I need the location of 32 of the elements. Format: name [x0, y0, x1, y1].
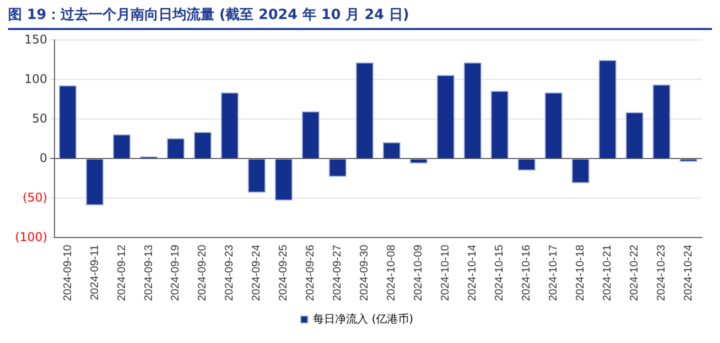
x-tick-label: 2024-10-16 [520, 244, 533, 302]
x-tick-label: 2024-10-14 [466, 244, 479, 302]
x-tick-label: 2024-09-12 [116, 244, 128, 302]
chart-title: 图 19：过去一个月南向日均流量 (截至 2024 年 10 月 24 日) [8, 6, 712, 30]
x-tick-label: 2024-10-18 [574, 244, 587, 302]
x-tick-label: 2024-10-15 [494, 244, 506, 302]
y-tick-label: 0 [40, 150, 48, 165]
y-tick-label: 50 [32, 111, 48, 126]
x-tick-label: 2024-10-09 [412, 244, 425, 302]
x-tick-label: 2024-09-30 [358, 244, 371, 302]
x-tick-label: 2024-10-24 [682, 244, 695, 302]
x-tick-label: 2024-10-21 [602, 244, 614, 302]
x-tick-label: 2024-09-20 [196, 244, 209, 302]
x-tick-label: 2024-10-10 [440, 244, 452, 302]
x-tick-label: 2024-09-10 [62, 244, 74, 302]
x-tick-label: 2024-09-13 [142, 244, 155, 302]
y-tick-label: 100 [24, 72, 48, 86]
x-tick-label: 2024-09-24 [250, 244, 263, 302]
x-tick-label: 2024-10-23 [656, 244, 668, 302]
x-tick-label: 2024-09-19 [170, 244, 182, 302]
y-tick-label: (100) [14, 230, 48, 244]
y-tick-label: 150 [24, 32, 48, 46]
legend-label: 每日净流入 (亿港币) [313, 312, 414, 326]
x-tick-label: 2024-10-22 [628, 244, 641, 302]
x-tick-label: 2024-09-11 [88, 244, 101, 300]
x-tick-label: 2024-10-08 [386, 244, 398, 302]
y-tick-label: (50) [22, 190, 48, 204]
x-tick-label: 2024-09-25 [278, 244, 290, 302]
x-tick-label: 2024-09-26 [304, 244, 317, 302]
x-tick-label: 2024-10-17 [548, 244, 560, 302]
x-tick-label: 2024-09-27 [332, 244, 344, 302]
x-tick-label: 2024-09-23 [224, 244, 236, 302]
